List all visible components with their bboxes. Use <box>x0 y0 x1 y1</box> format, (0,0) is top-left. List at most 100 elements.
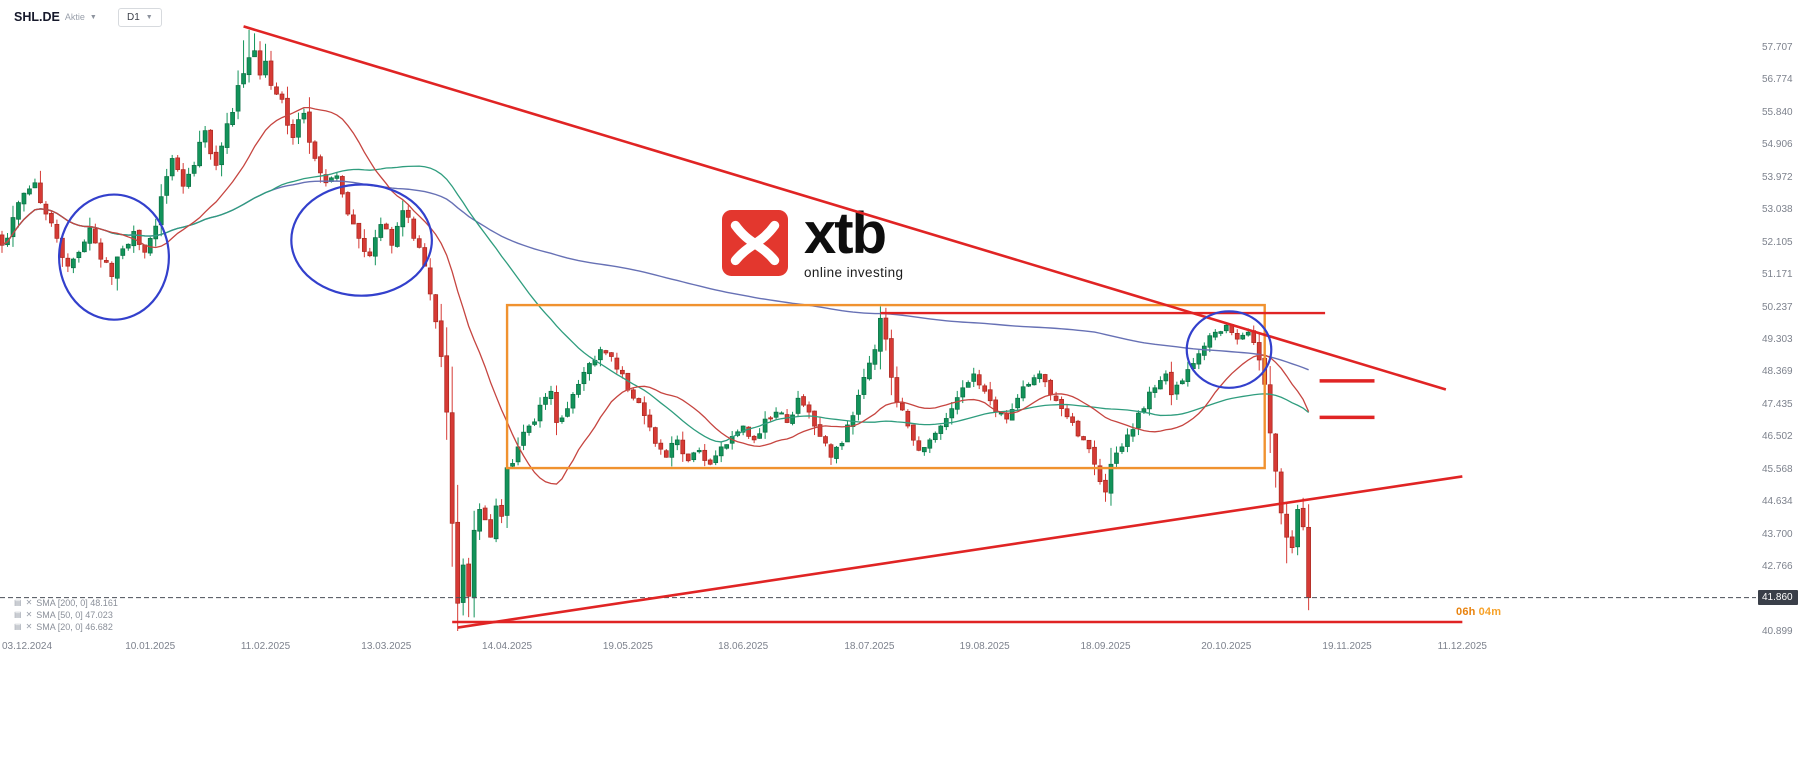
candle-down <box>801 396 806 406</box>
candle-up <box>186 173 192 187</box>
candle-up <box>81 241 87 253</box>
candle-up <box>960 387 966 398</box>
candle-up <box>548 390 554 400</box>
symbol-selector[interactable]: SHL.DE Aktie ▼ <box>14 10 97 24</box>
candle-down <box>38 182 43 204</box>
time-tick-label: 14.04.2025 <box>482 641 533 652</box>
highlight-ellipse-1[interactable] <box>57 193 170 321</box>
ascending-support-trendline[interactable] <box>457 475 1463 629</box>
candle-up <box>1130 429 1136 437</box>
candle-up <box>674 439 680 446</box>
candle-down <box>685 453 691 462</box>
candle-down <box>213 151 219 166</box>
candle-up <box>219 145 224 166</box>
candle-down <box>889 338 894 378</box>
candle-down <box>290 124 296 138</box>
candle-down <box>1267 384 1273 434</box>
candle-down <box>982 385 988 392</box>
candle-down <box>427 267 433 295</box>
time-tick-label: 18.06.2025 <box>718 641 769 652</box>
candle-down <box>987 389 993 402</box>
timeframe-selector[interactable]: D1 ▼ <box>118 8 162 27</box>
candle-down <box>411 218 417 239</box>
indicator-settings-icon[interactable]: ▤ <box>14 609 22 619</box>
candle-up <box>27 188 32 195</box>
price-tick-label: 50.237 <box>1762 301 1793 313</box>
candle-up <box>114 256 120 279</box>
candle-up <box>16 202 21 220</box>
candle-up <box>296 119 301 138</box>
candle-up <box>1119 446 1125 452</box>
time-tick-label: 20.10.2025 <box>1201 641 1252 652</box>
price-tick-label: 49.303 <box>1762 334 1793 346</box>
candle-down <box>54 223 60 239</box>
candle-down <box>554 392 559 423</box>
candle-up <box>1031 377 1037 386</box>
time-tick-label: 18.07.2025 <box>844 641 895 652</box>
sma-20-line[interactable] <box>1 106 1310 485</box>
candle-up <box>921 447 927 453</box>
candle-up <box>1037 373 1042 380</box>
candle-up <box>1020 386 1026 399</box>
candle-down <box>1064 408 1070 418</box>
candle-up <box>581 371 587 385</box>
candle-up <box>1245 331 1251 336</box>
symbol-name[interactable]: SHL.DE <box>14 10 60 24</box>
candle-up <box>779 412 784 415</box>
candle-down <box>1278 471 1284 514</box>
candle-down <box>274 86 279 95</box>
candle-up <box>834 446 839 459</box>
time-tick-label: 19.05.2025 <box>602 641 653 652</box>
candle-down <box>1053 395 1059 401</box>
candle-down <box>1256 342 1262 361</box>
indicator-settings-icon[interactable]: ▤ <box>14 597 22 607</box>
price-axis[interactable]: 57.707 56.774 55.840 54.906 53.972 53.038 52.1… <box>1762 0 1815 761</box>
candle-up <box>1212 331 1218 338</box>
xtb-watermark: xtb online investing <box>722 205 903 280</box>
candle-down <box>65 257 71 267</box>
descending-resistance-trendline[interactable] <box>243 25 1447 391</box>
candle-up <box>1147 391 1152 410</box>
candle-up <box>202 130 208 143</box>
time-tick-label: 11.12.2025 <box>1437 641 1487 652</box>
candle-up <box>587 363 592 375</box>
candle-up <box>696 449 702 453</box>
xtb-logo-icon <box>722 210 788 276</box>
symbol-dropdown-caret-icon[interactable]: ▼ <box>89 13 97 21</box>
indicator-remove-icon[interactable]: ✕ <box>25 621 33 631</box>
consolidation-zone-rectangle[interactable] <box>505 303 1266 470</box>
candle-down <box>1289 536 1295 548</box>
candle-up <box>1152 387 1158 393</box>
candle-down <box>894 377 900 403</box>
candle-up <box>938 425 944 434</box>
indicator-remove-icon[interactable]: ✕ <box>25 609 33 619</box>
price-tick-label: 48.369 <box>1762 366 1793 378</box>
candle-up <box>795 397 801 414</box>
candle-down <box>109 262 115 277</box>
time-axis[interactable]: 03.12.2024 10.01.2025 11.02.2025 13.03.2025… <box>0 641 1756 661</box>
price-tick-label: 42.766 <box>1762 561 1793 573</box>
candle-down <box>768 417 773 420</box>
candle-up <box>537 404 543 422</box>
highlight-ellipse-3[interactable] <box>1185 310 1273 389</box>
price-tick-label: 44.634 <box>1762 496 1793 508</box>
highlight-ellipse-2[interactable] <box>290 183 433 297</box>
candle-down <box>916 440 922 451</box>
candle-up <box>867 362 872 380</box>
candle-up <box>691 452 697 461</box>
candle-up <box>197 141 202 167</box>
candle-down <box>318 156 323 174</box>
sma-200-line[interactable] <box>1 180 1309 371</box>
price-tick-label: 57.707 <box>1762 42 1793 53</box>
indicator-settings-icon[interactable]: ▤ <box>14 621 22 631</box>
price-tick-label: 54.906 <box>1762 139 1793 151</box>
indicator-remove-icon[interactable]: ✕ <box>25 597 33 607</box>
candle-down <box>620 369 625 375</box>
candle-up <box>1196 353 1202 365</box>
candle-down <box>307 111 312 143</box>
candle-up <box>1240 334 1246 340</box>
candle-down <box>92 228 98 244</box>
candle-down <box>257 50 263 76</box>
candle-down <box>883 317 889 340</box>
